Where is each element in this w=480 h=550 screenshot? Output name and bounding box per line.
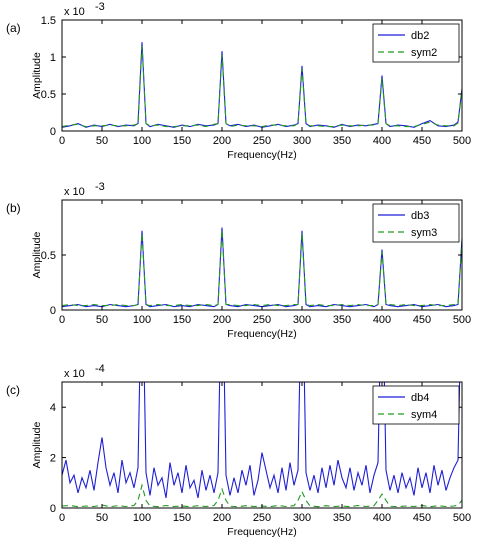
x-tick-label: 400 [373, 314, 391, 326]
legend-entry-label: db4 [411, 392, 429, 404]
x-tick-label: 150 [173, 135, 191, 147]
x-tick-label: 50 [96, 314, 108, 326]
x-tick-label: 0 [59, 135, 65, 147]
x-tick-label: 100 [133, 135, 151, 147]
series-line-sym3 [62, 229, 462, 307]
y-tick-label: 0.5 [41, 89, 56, 101]
y-tick-label: 1 [50, 52, 56, 64]
x-tick-label: 250 [253, 314, 271, 326]
y-axis-label: Amplitude [31, 52, 43, 99]
y-axis-label: Amplitude [31, 422, 43, 469]
chart-panel-1: 0 50 100 150 200 250 300 350 400 450 500 0 0.5 1 1.5 x … [6, 1, 471, 161]
x-tick-label: 450 [413, 512, 431, 524]
legend-box [372, 23, 460, 63]
panel-label: (c) [6, 383, 20, 397]
y-tick-label: 0 [50, 126, 56, 138]
legend-entry-label: db3 [411, 210, 429, 222]
legend-box [372, 385, 460, 425]
x-axis-label: Frequency(Hz) [227, 149, 296, 161]
x-tick-label: 500 [453, 314, 471, 326]
x-tick-label: 0 [59, 314, 65, 326]
axis-exponent-label: x 10 [64, 186, 85, 198]
x-tick-label: 450 [413, 135, 431, 147]
x-tick-label: 150 [173, 314, 191, 326]
axis-exponent-power: -3 [95, 181, 105, 193]
x-tick-label: 50 [96, 512, 108, 524]
x-tick-label: 350 [333, 314, 351, 326]
x-tick-label: 400 [373, 512, 391, 524]
x-tick-label: 350 [333, 512, 351, 524]
x-tick-label: 500 [453, 135, 471, 147]
y-axis-label: Amplitude [31, 232, 43, 279]
y-tick-label: 4 [50, 402, 56, 414]
x-tick-label: 350 [333, 135, 351, 147]
series-line-sym4 [62, 483, 462, 508]
x-tick-label: 100 [133, 314, 151, 326]
y-tick-label: 0 [50, 305, 56, 317]
x-tick-label: 150 [173, 512, 191, 524]
series-line-sym2 [62, 45, 462, 128]
axis-exponent-power: -4 [95, 363, 105, 375]
x-tick-label: 300 [293, 135, 311, 147]
legend-entry-label: sym4 [411, 409, 437, 421]
x-tick-label: 200 [213, 135, 231, 147]
panel-label: (a) [6, 21, 21, 35]
x-tick-label: 250 [253, 135, 271, 147]
axis-exponent-label: x 10 [64, 368, 85, 380]
x-tick-label: 100 [133, 512, 151, 524]
x-tick-label: 250 [253, 512, 271, 524]
panel-label: (b) [6, 201, 21, 215]
chart-panel-2: 0 50 100 150 200 250 300 350 400 450 500 0 0.5 x 10 -3… [6, 181, 471, 340]
legend-entry-label: db2 [411, 30, 429, 42]
series-line-db2 [62, 42, 462, 128]
x-axis-label: Frequency(Hz) [227, 526, 296, 538]
x-tick-label: 200 [213, 512, 231, 524]
y-tick-label: 0 [50, 503, 56, 515]
legend-entry-label: sym2 [411, 47, 437, 59]
x-axis-label: Frequency(Hz) [227, 328, 296, 340]
x-tick-label: 300 [293, 314, 311, 326]
y-tick-label: 1.5 [41, 15, 56, 27]
x-tick-label: 400 [373, 135, 391, 147]
x-tick-label: 300 [293, 512, 311, 524]
x-tick-label: 0 [59, 512, 65, 524]
x-tick-label: 450 [413, 314, 431, 326]
series-line-db4 [62, 382, 462, 499]
chart-panel-3: 0 50 100 150 200 250 300 350 400 450 500 0 2 4 x 10 -4 (… [6, 363, 471, 538]
axis-exponent-power: -3 [95, 1, 105, 13]
y-tick-label: 0.5 [41, 250, 56, 262]
x-tick-label: 200 [213, 314, 231, 326]
x-tick-label: 500 [453, 512, 471, 524]
y-tick-label: 2 [50, 453, 56, 465]
legend-box [372, 203, 460, 243]
axis-exponent-label: x 10 [64, 6, 85, 18]
legend-entry-label: sym3 [411, 227, 437, 239]
x-tick-label: 50 [96, 135, 108, 147]
